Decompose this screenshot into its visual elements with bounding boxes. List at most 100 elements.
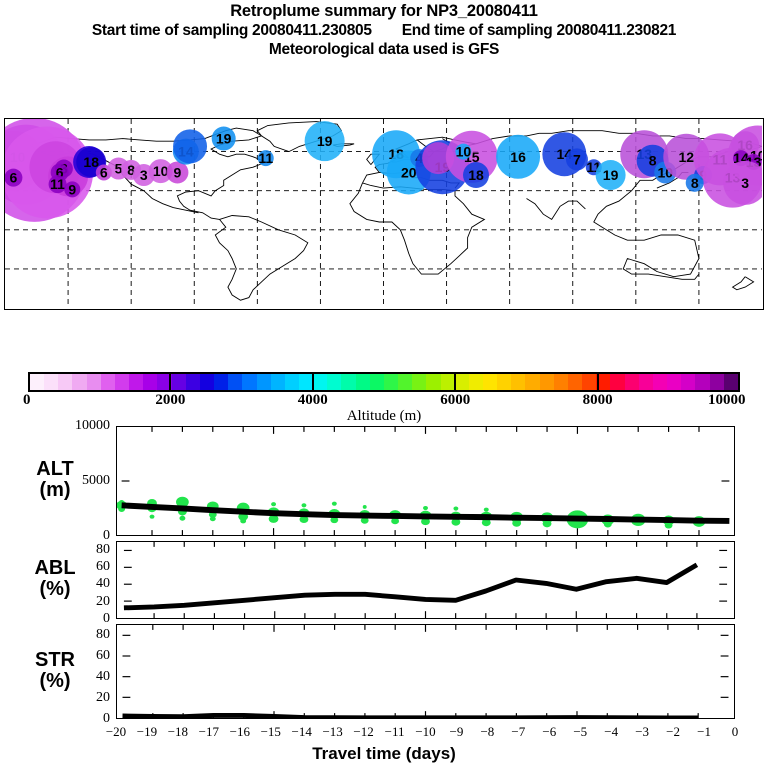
y-tick-label: 10000 <box>75 418 110 433</box>
colorbar-swatch <box>214 374 229 390</box>
str-plot-svg <box>122 625 729 721</box>
colorbar-swatch <box>596 374 611 390</box>
colorbar-swatch <box>256 374 271 390</box>
world-map-panel[interactable]: 1036611918658310919141119182041915181016… <box>4 118 764 310</box>
svg-text:9: 9 <box>68 181 76 197</box>
colorbar-swatch <box>497 374 512 390</box>
colorbar-swatch <box>313 374 328 390</box>
x-tick-label: −15 <box>260 724 281 739</box>
x-tick-label: −11 <box>384 724 405 739</box>
y-tick-label: 60 <box>96 559 110 574</box>
svg-text:12: 12 <box>679 149 695 165</box>
page-title: Retroplume summary for NP3_20080411 <box>230 2 538 20</box>
x-tick-label: −9 <box>449 724 464 739</box>
svg-text:9: 9 <box>174 164 182 180</box>
svg-text:20: 20 <box>401 164 417 180</box>
colorbar-tick-label: 8000 <box>582 392 613 408</box>
colorbar-tick-label: 0 <box>23 392 31 408</box>
colorbar-swatch <box>199 374 215 390</box>
y-tick-label: 20 <box>96 689 110 705</box>
x-tick-label: −8 <box>480 724 495 739</box>
colorbar-swatch <box>553 374 568 390</box>
colorbar-swatch <box>652 374 668 390</box>
abl-plot-svg <box>123 542 728 618</box>
colorbar-swatch <box>185 374 200 390</box>
colorbar-swatch <box>143 374 158 390</box>
title-block: Retroplume summary for NP3_20080411 Star… <box>0 2 768 59</box>
alt-row-label: ALT (m) <box>36 458 74 501</box>
x-tick-label: −1 <box>697 724 711 739</box>
colorbar-swatch <box>695 374 710 390</box>
svg-text:6: 6 <box>56 164 64 180</box>
svg-text:19: 19 <box>317 133 333 149</box>
colorbar-swatch <box>426 374 441 390</box>
y-tick-label: 40 <box>96 576 110 592</box>
colorbar-swatch <box>483 374 498 390</box>
colorbar-tick-label: 4000 <box>297 392 328 408</box>
svg-text:19: 19 <box>216 131 232 147</box>
str-row-label: STR (%) <box>35 648 75 692</box>
svg-text:10: 10 <box>153 163 169 179</box>
x-tick-label: −14 <box>291 724 312 739</box>
x-tick-label: −18 <box>167 724 189 739</box>
map-svg: 1036611918658310919141119182041915181016… <box>5 119 762 308</box>
colorbar-swatch <box>525 374 540 390</box>
svg-text:8: 8 <box>691 175 699 191</box>
colorbar-swatch <box>468 374 483 390</box>
colorbar-swatch <box>228 374 243 390</box>
colorbar-swatch <box>327 374 342 390</box>
colorbar-swatch <box>454 374 469 390</box>
colorbar-swatch <box>129 374 144 390</box>
abl-row-label: ABL (%) <box>34 557 76 600</box>
colorbar-swatch <box>412 374 427 390</box>
colorbar-swatch <box>242 374 257 390</box>
colorbar-swatch <box>369 374 384 390</box>
colorbar-swatch <box>72 374 87 390</box>
colorbar-swatch <box>86 374 101 390</box>
colorbar-axis-title: Altitude (m) <box>346 408 422 424</box>
x-tick-label: −6 <box>542 724 557 739</box>
colorbar-swatch <box>723 374 738 390</box>
colorbar-tick-separator <box>169 372 172 392</box>
colorbar-tick-separator <box>596 372 599 392</box>
colorbar-swatch <box>539 374 554 390</box>
colorbar-swatch <box>30 374 45 390</box>
svg-text:16: 16 <box>510 149 526 165</box>
colorbar-tick-label: 6000 <box>440 392 471 408</box>
colorbar-tick-separator <box>311 372 314 392</box>
x-tick-label: −12 <box>353 724 374 739</box>
colorbar-swatch <box>58 374 73 390</box>
start-time-label: Start time of sampling 20080411.230805 <box>91 22 372 39</box>
colorbar-swatch <box>398 374 413 390</box>
abl-panel[interactable] <box>116 541 735 619</box>
colorbar-tick-labels: 0 2000 4000 6000 8000 10000 <box>0 392 768 410</box>
svg-text:18: 18 <box>468 167 484 183</box>
colorbar-tick-label: 2000 <box>155 392 186 408</box>
alt-panel[interactable] <box>116 426 735 536</box>
colorbar-tick-separator <box>454 372 457 392</box>
svg-text:6: 6 <box>10 170 18 186</box>
timeseries-area: ALT (m) ABL (%) STR (%) 0 5000 10000 0 20 40 6… <box>0 419 768 768</box>
x-tick-label: −5 <box>573 724 588 739</box>
colorbar-swatch <box>270 374 285 390</box>
colorbar-swatch <box>383 374 399 390</box>
svg-text:3: 3 <box>140 167 148 183</box>
x-tick-label: 0 <box>731 724 739 739</box>
svg-text:5: 5 <box>115 161 123 177</box>
colorbar-tick-label: 10000 <box>708 392 746 408</box>
colorbar-swatch <box>624 374 639 390</box>
sampling-time-line: Start time of sampling 20080411.230805 E… <box>0 21 768 40</box>
colorbar-swatch <box>709 374 724 390</box>
colorbar-swatch <box>157 374 172 390</box>
colorbar-swatch <box>298 374 314 390</box>
colorbar-swatch <box>114 374 130 390</box>
end-time-label: End time of sampling 20080411.230821 <box>401 22 677 39</box>
svg-text:10: 10 <box>456 144 472 160</box>
y-tick-label: 60 <box>96 647 110 663</box>
x-tick-label: −2 <box>666 724 681 739</box>
colorbar-swatch <box>638 374 653 390</box>
y-tick-label: 0 <box>103 611 110 626</box>
str-panel[interactable] <box>116 624 735 721</box>
x-tick-label: −20 <box>105 724 127 739</box>
x-tick-label: −3 <box>635 724 650 739</box>
